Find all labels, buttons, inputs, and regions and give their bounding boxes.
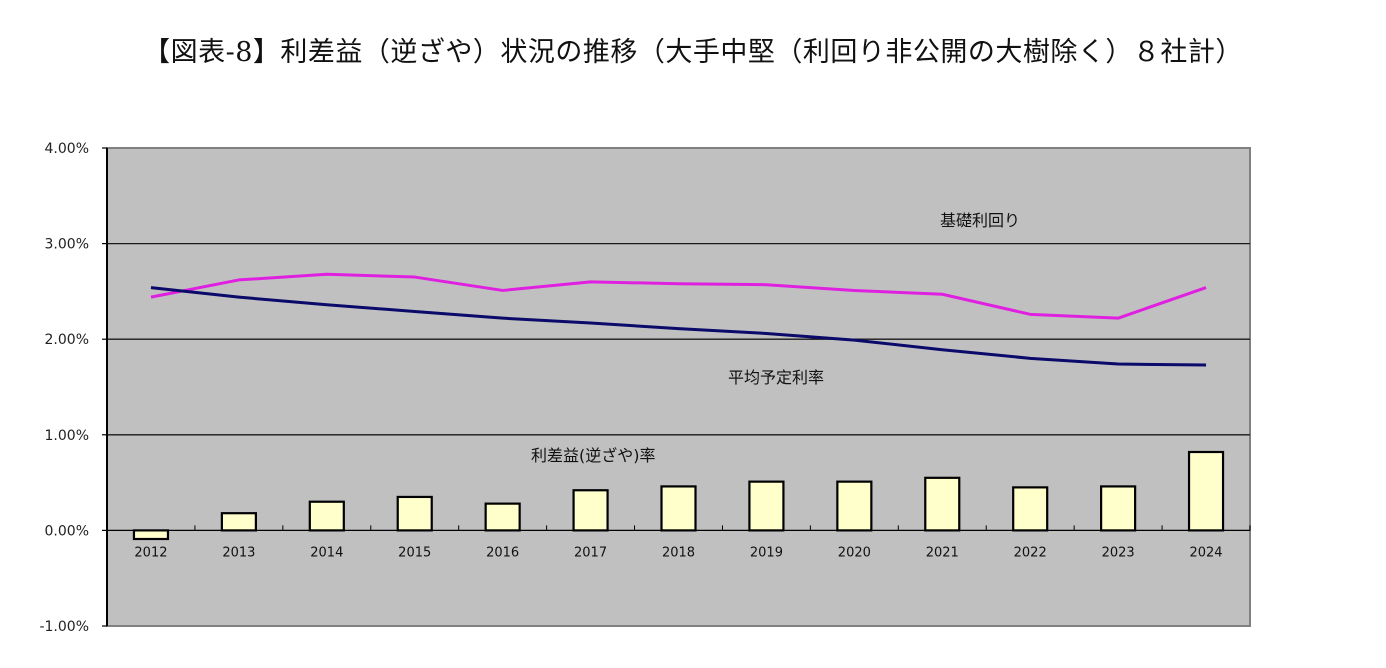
x-axis: 2012 2013 2014 2015 2016 2017 2018 2019 2020 2021… [107, 525, 1251, 560]
bar-series-risa [132, 450, 1225, 541]
chart-title: 【図表-8】利差益（逆ざや）状況の推移（大手中堅（利回り非公開の大樹除く）８社計… [143, 37, 1243, 68]
x-tick-label: 2022 [1014, 545, 1047, 560]
x-tick-label: 2020 [838, 545, 871, 560]
x-tick-label: 2021 [926, 545, 959, 560]
x-tick-label: 2019 [750, 545, 783, 560]
bar-2014 [308, 500, 345, 532]
bar-2017 [572, 489, 609, 532]
y-tick-label: 1.00% [45, 428, 89, 444]
x-tick-label: 2015 [398, 545, 431, 560]
bar-2023 [1100, 485, 1137, 532]
line-kiso-rimawari [150, 272, 1207, 320]
y-tick-label: 3.00% [45, 237, 89, 253]
x-tick-label: 2023 [1102, 545, 1135, 560]
x-tick-label: 2017 [574, 545, 607, 560]
line-series [150, 272, 1207, 367]
x-tick-label: 2024 [1189, 545, 1222, 560]
x-tick-label: 2012 [134, 545, 167, 560]
y-axis: -1.00% 0.00% 1.00% 2.00% 3.00% 4.00% [39, 141, 108, 635]
bar-2024 [1187, 450, 1225, 532]
x-tick-label: 2014 [310, 545, 343, 560]
bar-2021 [924, 476, 961, 532]
gridlines [107, 242, 1250, 436]
bar-2013 [220, 512, 257, 532]
y-tick-label: -1.00% [39, 619, 89, 635]
plot-area [106, 147, 1251, 627]
bar-2018 [660, 485, 697, 532]
bar-2015 [396, 495, 433, 532]
line-heikin-yotei-riritsu [150, 286, 1207, 367]
annotation-yotei: 平均予定利率 [728, 368, 824, 387]
y-tick-label: 2.00% [45, 332, 89, 348]
bar-2016 [484, 502, 521, 532]
x-tick-label: 2018 [662, 545, 695, 560]
bar-2019 [748, 480, 785, 532]
bar-2012 [132, 529, 170, 541]
y-tick-label: 4.00% [45, 141, 89, 157]
x-tick-label: 2016 [486, 545, 519, 560]
bar-2020 [836, 480, 873, 532]
bar-2022 [1012, 486, 1049, 532]
x-tick-label: 2013 [222, 545, 255, 560]
annotation-kiso: 基礎利回り [940, 211, 1020, 230]
annotation-risa: 利差益(逆ざや)率 [531, 446, 656, 465]
y-tick-label: 0.00% [45, 523, 89, 539]
